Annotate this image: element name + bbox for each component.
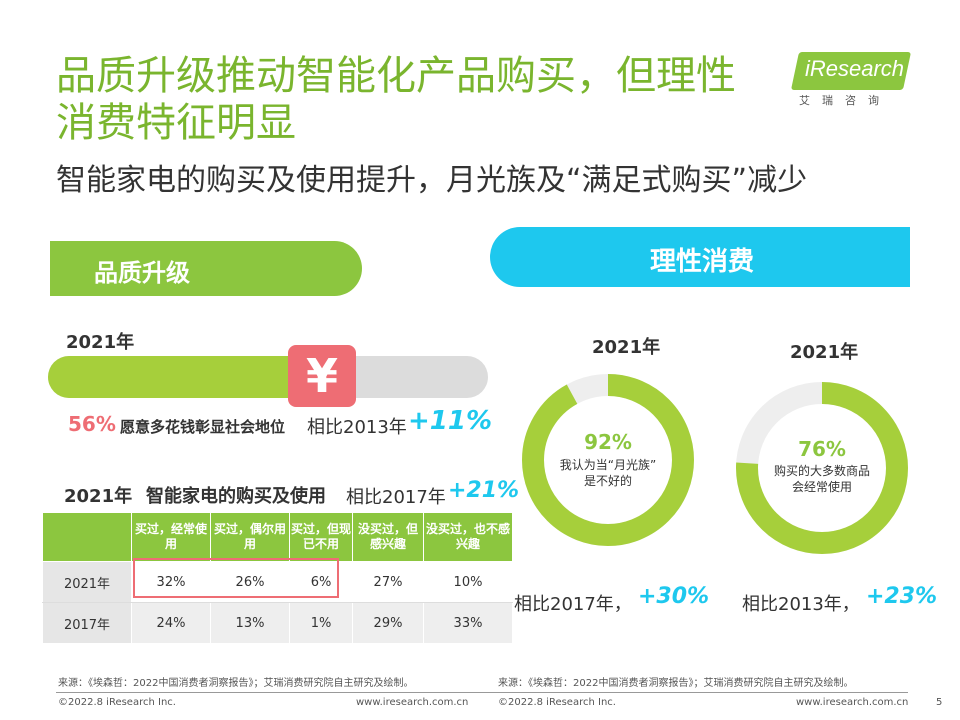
progress-bar-fill (48, 356, 294, 398)
donut2-text-line1: 购买的大多数商品 (773, 464, 870, 478)
url-right[interactable]: www.iresearch.com.cn (796, 697, 909, 708)
table-cell: 6% (289, 561, 353, 603)
table-cell: 24% (131, 602, 211, 644)
status-change-value: +11% (408, 406, 493, 436)
table-header-cell: 没买过，也不感兴趣 (423, 512, 513, 562)
page-title-line2: 消费特征明显 (56, 100, 296, 146)
table-row: 2021年 32% 26% 6% 27% 10% (42, 561, 513, 603)
donut1-chart (522, 374, 694, 546)
table-cell: 33% (423, 602, 513, 644)
table-row: 2017年 24% 13% 1% 29% 33% (42, 602, 513, 644)
table-highlight-box (133, 558, 339, 598)
rational-consumption-banner: 理性消费 (490, 227, 910, 287)
donut1-arc (522, 374, 694, 546)
page-title-line1: 品质升级推动智能化产品购买，但理性 (56, 53, 736, 99)
donut1-compare-label: 相比2017年， (514, 594, 632, 615)
bar-year-label: 2021年 (66, 332, 135, 353)
donut2-chart (736, 382, 908, 554)
table-header-cell: 没买过，但感兴趣 (352, 512, 424, 562)
table-header-row: 买过，经常使用 买过，偶尔用用 买过，但现已不用 没买过，但感兴趣 没买过，也不… (42, 512, 513, 562)
table-header-cell: 买过，偶尔用用 (210, 512, 290, 562)
table-title-year: 2021年 (64, 486, 133, 507)
table-cell: 2021年 (42, 561, 132, 603)
table-change-value: +21% (448, 478, 520, 503)
donut1-text-line1: 我认为当“月光族” (559, 458, 657, 472)
table-title: 智能家电的购买及使用 (146, 486, 326, 507)
donut1-percentage: 92% (584, 430, 632, 454)
table-cell: 1% (289, 602, 353, 644)
source-note-left: 来源：《埃森哲：2022中国消费者洞察报告》；艾瑞消费研究院自主研究及绘制。 (58, 678, 414, 689)
smart-appliance-table: 买过，经常使用 买过，偶尔用用 买过，但现已不用 没买过，但感兴趣 没买过，也不… (42, 512, 513, 644)
donut2-percentage: 76% (798, 437, 846, 461)
source-note-right: 来源：《埃森哲：2022中国消费者洞察报告》；艾瑞消费研究院自主研究及绘制。 (498, 678, 854, 689)
donut1-year: 2021年 (592, 337, 661, 358)
table-header-cell (42, 512, 132, 562)
copyright-right: ©2022.8 iResearch Inc. (498, 697, 616, 708)
rational-consumption-label: 理性消费 (650, 247, 755, 277)
donut1-change-value: +30% (638, 584, 710, 609)
table-compare-label: 相比2017年 (346, 487, 446, 508)
table-cell: 27% (352, 561, 424, 603)
status-percentage: 56% (68, 412, 116, 436)
logo-brand: iResearch (805, 56, 905, 81)
page-number: 5 (936, 697, 943, 708)
copyright-left: ©2022.8 iResearch Inc. (58, 697, 176, 708)
table-cell: 29% (352, 602, 424, 644)
quality-upgrade-label: 品质升级 (94, 259, 190, 287)
table-header-cell: 买过，经常使用 (131, 512, 211, 562)
iresearch-logo: iResearch 艾瑞咨询 (790, 52, 915, 112)
quality-upgrade-banner: 品质升级 (50, 241, 362, 296)
donut2-text-line2: 会经常使用 (791, 480, 852, 494)
page-subtitle: 智能家电的购买及使用提升，月光族及“满足式购买”减少 (56, 163, 808, 198)
status-description: 愿意多花钱彰显社会地位 (120, 418, 286, 436)
table-cell: 13% (210, 602, 290, 644)
donut2-arc (736, 382, 908, 554)
donut2-compare-label: 相比2013年， (742, 594, 860, 615)
url-left[interactable]: www.iresearch.com.cn (356, 697, 469, 708)
donut1-text-line2: 是不好的 (583, 474, 632, 488)
table-cell: 10% (423, 561, 513, 603)
footer-divider-left (56, 692, 496, 693)
footer-divider-right (496, 692, 908, 693)
table-cell: 2017年 (42, 602, 132, 644)
logo-cn-text: 艾瑞咨询 (799, 94, 891, 107)
status-compare-label: 相比2013年 (307, 417, 407, 438)
donut2-year: 2021年 (790, 342, 859, 363)
donut2-change-value: +23% (866, 584, 938, 609)
yen-icon: ¥ (288, 345, 356, 407)
table-header-cell: 买过，但现已不用 (289, 512, 353, 562)
